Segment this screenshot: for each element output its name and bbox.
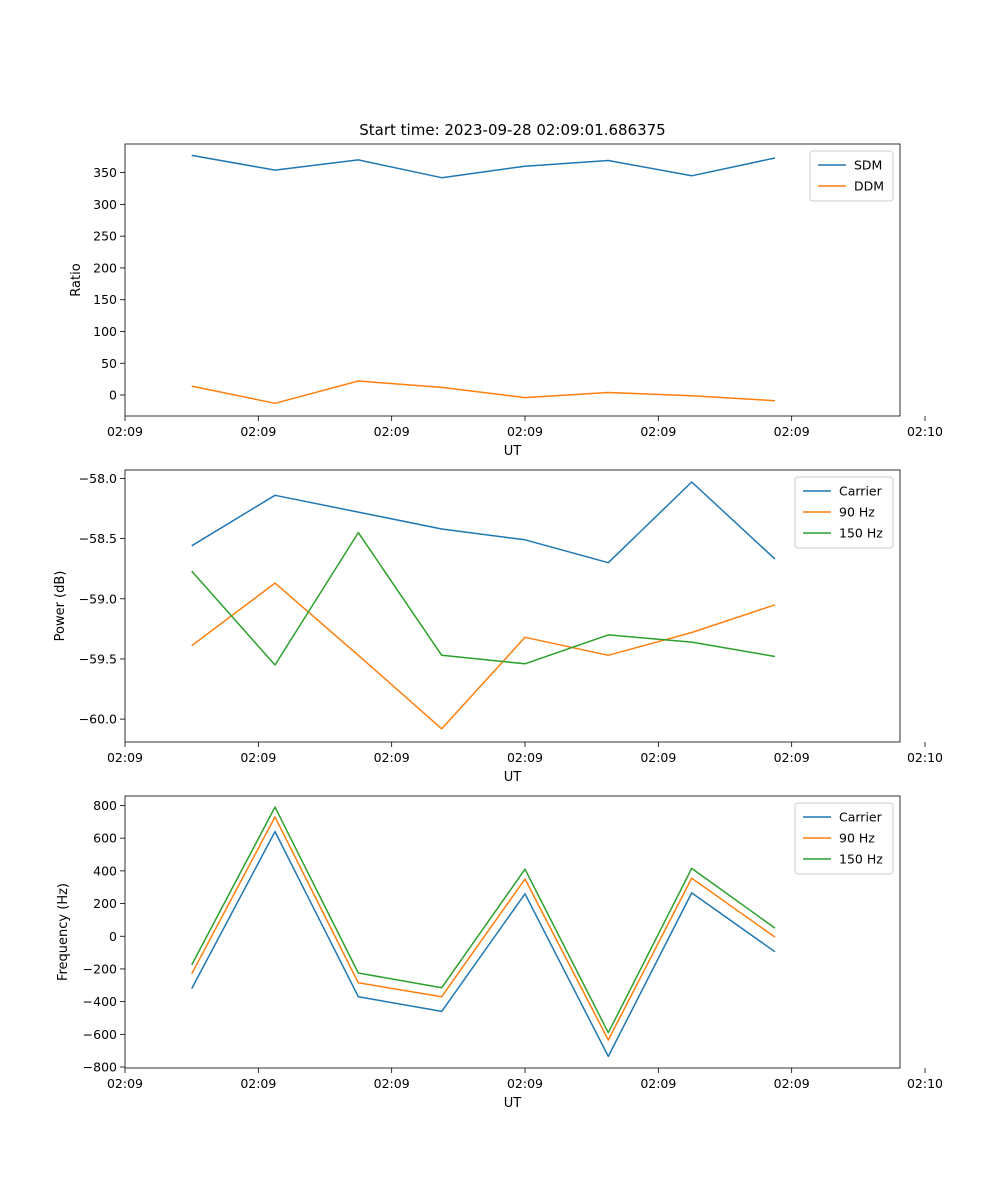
y-tick-label: 250: [93, 229, 117, 244]
y-tick-label: 200: [93, 896, 117, 911]
series-line-150-hz: [191, 806, 776, 1034]
series-line-150-hz: [191, 531, 776, 666]
y-tick-label: −58.0: [79, 471, 117, 486]
axes-frame: [124, 469, 901, 743]
series-line-sdm: [191, 154, 776, 179]
x-tick-label: 02:09: [640, 1076, 676, 1091]
x-tick-label: 02:10: [907, 750, 943, 765]
x-tick-label: 02:09: [774, 1076, 810, 1091]
x-tick-label: 02:09: [107, 1076, 143, 1091]
y-tick-label: 300: [93, 197, 117, 212]
x-tick-label: 02:09: [640, 424, 676, 439]
y-tick-label: −59.5: [79, 651, 117, 666]
legend-label: 90 Hz: [839, 831, 875, 846]
y-tick-label: 150: [93, 292, 117, 307]
y-axis-label: Frequency (Hz): [56, 883, 71, 981]
y-tick-label: 50: [101, 356, 117, 371]
y-tick-label: 100: [93, 324, 117, 339]
series-line-carrier: [191, 481, 776, 564]
legend-label: Carrier: [839, 484, 883, 499]
panel-3: 02:09 02:09 02:09 02:09 02:09 02:09 02:10 800 60…: [56, 795, 943, 1111]
legend-box: [794, 802, 894, 875]
y-tick-label: −58.5: [79, 531, 117, 546]
x-tick-label: 02:09: [240, 1076, 276, 1091]
legend: SDM DDM: [809, 150, 894, 202]
x-tick-label: 02:09: [374, 424, 410, 439]
y-tick-label: −59.0: [79, 591, 117, 606]
axes-frame: [124, 795, 901, 1069]
x-tick-label: 02:09: [640, 750, 676, 765]
series-line-ddm: [191, 380, 776, 405]
y-tick-label: −200: [83, 961, 117, 976]
y-axis-label: Ratio: [69, 263, 84, 296]
y-tick-label: 600: [93, 831, 117, 846]
legend-label: DDM: [854, 179, 884, 194]
legend-box: [794, 476, 894, 549]
y-tick-label: 350: [93, 165, 117, 180]
x-tick-label: 02:09: [107, 424, 143, 439]
x-tick-label: 02:10: [907, 424, 943, 439]
legend-label: Carrier: [839, 810, 883, 825]
y-tick-label: −60.0: [79, 712, 117, 727]
legend-label: SDM: [854, 158, 882, 173]
y-tick-label: 0: [109, 929, 117, 944]
x-tick-label: 02:09: [240, 750, 276, 765]
x-tick-label: 02:09: [774, 750, 810, 765]
x-tick-label: 02:09: [507, 750, 543, 765]
legend-label: 150 Hz: [839, 852, 883, 867]
legend: Carrier 90 Hz 150 Hz: [794, 802, 894, 875]
series-line-90-hz: [191, 582, 776, 730]
y-tick-label: 800: [93, 798, 117, 813]
legend-box: [809, 150, 894, 202]
y-tick-label: −400: [83, 994, 117, 1009]
y-axis-label: Power (dB): [53, 571, 68, 642]
y-tick-label: 400: [93, 863, 117, 878]
x-tick-label: 02:09: [507, 424, 543, 439]
legend-label: 150 Hz: [839, 526, 883, 541]
axes-frame: [124, 143, 901, 417]
x-tick-label: 02:09: [107, 750, 143, 765]
y-tick-label: −800: [83, 1060, 117, 1075]
x-tick-label: 02:09: [240, 424, 276, 439]
legend-label: 90 Hz: [839, 505, 875, 520]
x-tick-label: 02:10: [907, 1076, 943, 1091]
x-axis-label: UT: [504, 1096, 522, 1111]
y-tick-label: 200: [93, 260, 117, 275]
x-tick-label: 02:09: [774, 424, 810, 439]
y-tick-label: −600: [83, 1027, 117, 1042]
x-tick-label: 02:09: [374, 750, 410, 765]
x-axis-label: UT: [504, 444, 522, 459]
x-axis-label: UT: [504, 770, 522, 785]
series-line-carrier: [191, 830, 776, 1058]
legend: Carrier 90 Hz 150 Hz: [794, 476, 894, 549]
series-line-90-hz: [191, 816, 776, 1041]
x-tick-label: 02:09: [374, 1076, 410, 1091]
y-tick-label: 0: [109, 388, 117, 403]
panel-1: 02:09 02:09 02:09 02:09 02:09 02:09 02:10 0 50 10…: [69, 143, 943, 459]
figure-title: Start time: 2023-09-28 02:09:01.686375: [359, 121, 665, 139]
panel-2: 02:09 02:09 02:09 02:09 02:09 02:09 02:10 −58.0…: [53, 469, 943, 785]
x-tick-label: 02:09: [507, 1076, 543, 1091]
